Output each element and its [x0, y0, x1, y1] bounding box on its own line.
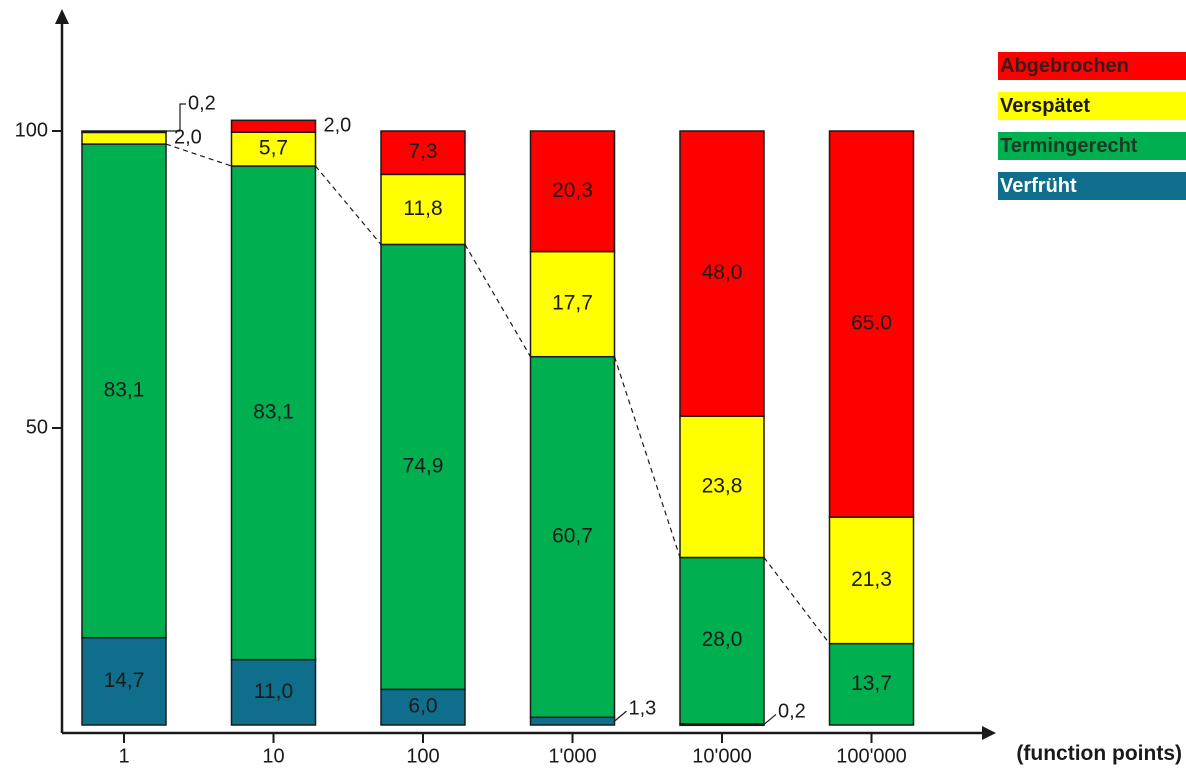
data-label: 11,8	[403, 197, 442, 220]
bar-segment-verfrüht	[380, 688, 466, 726]
x-tick-label: 10'000	[692, 745, 751, 767]
bar-segment-verfrüht	[81, 636, 167, 726]
bar-segment-abgebrochen	[679, 130, 765, 417]
bar-segment-abgebrochen	[529, 130, 616, 253]
x-axis-arrow	[982, 726, 996, 740]
bar-segment-verspätet	[230, 131, 317, 167]
trend-line-segment	[613, 356, 681, 558]
data-label: 14,7	[104, 669, 145, 692]
legend-item-verfrueht: Verfrüht	[998, 172, 1186, 200]
data-label: 74,9	[403, 454, 444, 477]
bar-segment-verfrüht	[529, 716, 616, 726]
data-label: 6,0	[408, 695, 437, 718]
data-label: 0,2	[778, 701, 806, 723]
callout-line	[166, 103, 186, 132]
data-label: 1,3	[629, 697, 657, 719]
y-tick-label: 100	[15, 119, 48, 141]
legend-item-verspaetet: Verspätet	[998, 92, 1186, 120]
bar-segment-verspätet	[380, 173, 466, 246]
bar-segment-termingerecht	[380, 243, 466, 691]
bar-segment-abgebrochen	[828, 130, 915, 518]
y-tick-label: 50	[26, 416, 48, 438]
y-axis-arrow	[55, 9, 69, 24]
x-tick-label: 1	[118, 745, 129, 767]
legend-item-termingerecht: Termingerecht	[998, 132, 1186, 160]
bar-segment-verspätet	[81, 131, 167, 145]
callout-line	[614, 710, 627, 722]
data-label: 28,0	[702, 628, 743, 651]
bar-segment-verspätet	[828, 516, 915, 645]
data-label: 21,3	[851, 568, 892, 591]
data-label: 5,7	[259, 137, 288, 160]
bar-segment-termingerecht	[230, 165, 317, 661]
trend-line-segment	[315, 165, 382, 245]
data-label: 11,0	[254, 680, 293, 703]
trend-line-segment	[464, 244, 532, 358]
x-tick-label: 10	[262, 745, 284, 767]
bar-segment-termingerecht	[529, 355, 616, 719]
data-label: 20,3	[552, 179, 593, 202]
bar-segment-verspätet	[679, 415, 765, 559]
callout-line	[763, 713, 777, 725]
x-tick-label: 100	[406, 745, 439, 767]
bar-segment-termingerecht	[828, 642, 915, 726]
legend: Abgebrochen Verspätet Termingerecht Verf…	[998, 52, 1186, 212]
bar-segment-verspätet	[529, 250, 616, 358]
data-label: 13,7	[851, 672, 892, 695]
bar-segment-abgebrochen	[81, 130, 167, 134]
data-label: 60,7	[552, 525, 593, 548]
bar-segment-abgebrochen	[230, 119, 317, 133]
data-label: 23,8	[702, 474, 743, 497]
bar-segment-verfrüht	[230, 658, 317, 726]
data-label: 2,0	[174, 126, 202, 148]
x-axis-unit-label: (function points)	[1016, 742, 1182, 765]
data-label: 65.0	[851, 312, 892, 335]
bar-segment-termingerecht	[679, 556, 765, 725]
data-label: 48,0	[702, 261, 743, 284]
data-label: 83,1	[104, 378, 145, 401]
trend-line-segment	[763, 557, 830, 644]
data-label: 17,7	[552, 292, 593, 315]
x-tick-label: 1'000	[548, 745, 596, 767]
data-label: 0,2	[188, 92, 216, 114]
data-label: 7,3	[408, 140, 437, 163]
x-tick-label: 100'000	[836, 745, 907, 767]
data-label: 2,0	[324, 115, 352, 137]
trend-line-segment	[165, 143, 232, 167]
bar-segment-abgebrochen	[380, 130, 466, 176]
data-label: 83,1	[253, 400, 294, 423]
legend-item-abgebrochen: Abgebrochen	[998, 52, 1186, 80]
